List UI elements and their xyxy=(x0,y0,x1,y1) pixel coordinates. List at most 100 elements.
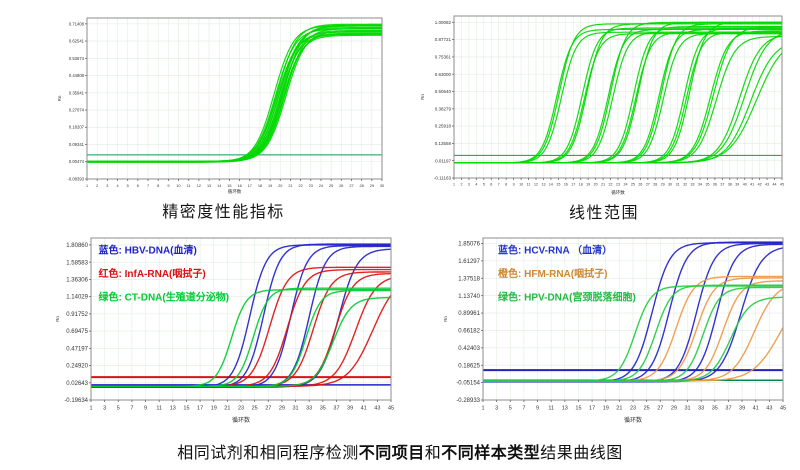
svg-text:41: 41 xyxy=(361,406,367,412)
svg-text:21: 21 xyxy=(601,183,605,187)
svg-text:35: 35 xyxy=(320,406,326,412)
svg-text:21: 21 xyxy=(288,184,292,188)
svg-text:6: 6 xyxy=(490,183,492,187)
svg-text:39: 39 xyxy=(735,183,739,187)
svg-text:40: 40 xyxy=(743,183,747,187)
svg-text:1: 1 xyxy=(86,184,88,188)
svg-text:22: 22 xyxy=(299,184,303,188)
svg-text:17: 17 xyxy=(571,183,575,187)
svg-text:27: 27 xyxy=(646,183,650,187)
svg-text:27: 27 xyxy=(265,406,271,412)
svg-text:4: 4 xyxy=(475,183,477,187)
svg-text:10: 10 xyxy=(176,184,180,188)
svg-text:0.42403: 0.42403 xyxy=(458,346,480,352)
chart-panel-precision: 0.71408 0.62541 0.53674 0.44808 0.35941 0.270… xyxy=(57,12,390,222)
svg-text:11: 11 xyxy=(187,184,191,188)
svg-text:44: 44 xyxy=(773,183,777,187)
svg-text:2: 2 xyxy=(460,183,462,187)
svg-text:8: 8 xyxy=(505,183,507,187)
svg-text:11: 11 xyxy=(548,406,554,412)
svg-text:0.62541: 0.62541 xyxy=(69,39,85,44)
svg-text:1.61297: 1.61297 xyxy=(458,259,480,265)
svg-text:9: 9 xyxy=(144,406,147,412)
svg-text:19: 19 xyxy=(268,184,272,188)
svg-text:15: 15 xyxy=(183,406,189,412)
svg-text:45: 45 xyxy=(780,406,786,412)
svg-text:0.75361: 0.75361 xyxy=(435,54,452,59)
svg-text:12: 12 xyxy=(197,184,201,188)
svg-text:20: 20 xyxy=(278,184,282,188)
svg-text:蓝色: HCV-RNA （血清）: 蓝色: HCV-RNA （血清） xyxy=(498,243,612,256)
svg-text:1.80860: 1.80860 xyxy=(66,243,88,249)
svg-text:37: 37 xyxy=(725,406,731,412)
svg-text:Rn: Rn xyxy=(420,94,425,100)
svg-text:29: 29 xyxy=(370,184,374,188)
svg-text:26: 26 xyxy=(339,184,343,188)
caption-precision: 精密度性能指标 xyxy=(162,204,285,221)
svg-text:28: 28 xyxy=(360,184,364,188)
svg-text:15: 15 xyxy=(556,183,560,187)
svg-text:1.14029: 1.14029 xyxy=(66,295,88,301)
chart-panel-different-targets: 1.80860 1.58583 1.36306 1.14029 0.91752 0.694… xyxy=(55,230,397,424)
svg-text:30: 30 xyxy=(668,183,672,187)
svg-text:0.87721: 0.87721 xyxy=(435,37,452,42)
svg-text:-0.08393: -0.08393 xyxy=(67,176,84,181)
svg-text:19: 19 xyxy=(586,183,590,187)
svg-text:27: 27 xyxy=(349,184,353,188)
svg-text:31: 31 xyxy=(684,406,690,412)
svg-text:1: 1 xyxy=(481,406,484,412)
svg-text:18: 18 xyxy=(258,184,262,188)
svg-text:19: 19 xyxy=(603,406,609,412)
svg-text:循环数: 循环数 xyxy=(232,416,250,424)
svg-text:29: 29 xyxy=(661,183,665,187)
svg-text:6: 6 xyxy=(137,184,139,188)
svg-text:25: 25 xyxy=(644,406,650,412)
svg-text:绿色: CT-DNA(生殖道分泌物): 绿色: CT-DNA(生殖道分泌物) xyxy=(99,290,230,303)
svg-text:15: 15 xyxy=(227,184,231,188)
svg-text:13: 13 xyxy=(207,184,211,188)
svg-text:1: 1 xyxy=(453,183,455,187)
svg-text:17: 17 xyxy=(248,184,252,188)
svg-text:7: 7 xyxy=(147,184,149,188)
svg-text:14: 14 xyxy=(217,184,221,188)
bottom-caption: 相同试剂和相同程序检测不同项目和不同样本类型结果曲线图 xyxy=(0,439,800,463)
svg-text:39: 39 xyxy=(739,406,745,412)
svg-text:43: 43 xyxy=(766,406,772,412)
svg-text:23: 23 xyxy=(630,406,636,412)
svg-text:24: 24 xyxy=(319,184,323,188)
svg-text:1: 1 xyxy=(89,406,92,412)
svg-text:循环数: 循环数 xyxy=(624,416,642,424)
svg-text:9: 9 xyxy=(513,183,515,187)
svg-text:-0.11163: -0.11163 xyxy=(434,176,452,181)
svg-text:35: 35 xyxy=(712,406,718,412)
svg-text:38: 38 xyxy=(728,183,732,187)
svg-text:0.27074: 0.27074 xyxy=(69,108,85,113)
svg-text:0.18625: 0.18625 xyxy=(458,363,480,369)
svg-text:0.00474: 0.00474 xyxy=(69,159,85,164)
svg-text:红色: InfA-RNA(咽拭子): 红色: InfA-RNA(咽拭子) xyxy=(99,267,206,280)
svg-text:9: 9 xyxy=(167,184,169,188)
svg-text:13: 13 xyxy=(170,406,176,412)
svg-text:45: 45 xyxy=(388,406,394,412)
svg-text:26: 26 xyxy=(638,183,642,187)
svg-text:循环数: 循环数 xyxy=(611,189,625,196)
svg-text:34: 34 xyxy=(698,183,702,187)
svg-text:33: 33 xyxy=(698,406,704,412)
svg-text:17: 17 xyxy=(197,406,203,412)
svg-text:循环数: 循环数 xyxy=(228,188,242,195)
chart-panel-linear-range: 1.00082 0.87721 0.75361 0.63000 0.50640 0.382… xyxy=(420,8,788,223)
svg-text:43: 43 xyxy=(374,406,380,412)
svg-text:0.53674: 0.53674 xyxy=(69,56,85,61)
svg-text:0.09341: 0.09341 xyxy=(69,142,85,147)
svg-text:27: 27 xyxy=(657,406,663,412)
svg-text:13: 13 xyxy=(562,406,568,412)
svg-text:绿色: HPV-DNA(宫颈脱落细胞): 绿色: HPV-DNA(宫颈脱落细胞) xyxy=(498,290,636,303)
svg-text:0.25918: 0.25918 xyxy=(435,124,452,129)
svg-text:3: 3 xyxy=(495,406,498,412)
svg-text:1.13740: 1.13740 xyxy=(458,294,480,300)
svg-text:25: 25 xyxy=(631,183,635,187)
svg-text:1.00082: 1.00082 xyxy=(435,20,452,25)
svg-text:11: 11 xyxy=(156,406,162,412)
svg-text:2: 2 xyxy=(96,184,98,188)
